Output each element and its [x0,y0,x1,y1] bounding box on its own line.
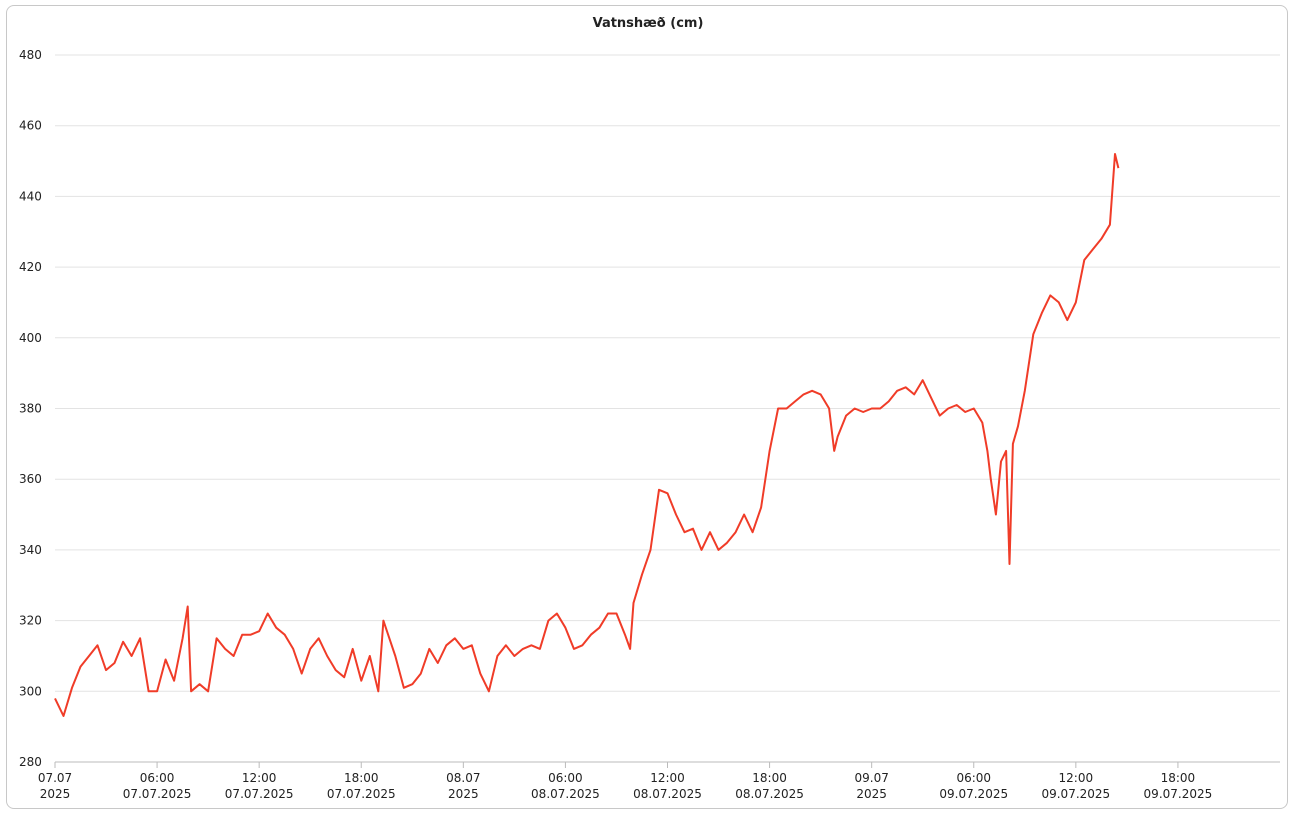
x-tick-label: 06:00 [140,771,175,785]
data-line [54,153,1120,717]
x-tick-label: 18:00 [1161,771,1196,785]
x-tick-label: 18:00 [752,771,787,785]
y-tick-label: 400 [19,331,42,345]
y-tick-label: 360 [19,472,42,486]
x-tick-label: 09.07.2025 [939,787,1008,801]
y-tick-label: 460 [19,119,42,133]
chart-title: Vatnshæð (cm) [593,16,704,31]
x-tick-label: 12:00 [1059,771,1094,785]
x-tick-label: 12:00 [650,771,685,785]
y-tick-label: 280 [19,755,42,769]
x-tick-label: 07.07.2025 [225,787,294,801]
x-tick-label: 09.07 [854,771,888,785]
x-tick-label: 2025 [856,787,887,801]
y-tick-label: 420 [19,260,42,274]
chart-frame [6,5,1288,809]
x-tick-label: 09.07.2025 [1144,787,1213,801]
x-tick-label: 09.07.2025 [1041,787,1110,801]
x-tick-label: 07.07.2025 [327,787,396,801]
x-tick-label: 07.07 [38,771,72,785]
y-tick-label: 340 [19,543,42,557]
y-tick-label: 480 [19,48,42,62]
x-tick-label: 2025 [40,787,71,801]
x-tick-label: 08.07 [446,771,480,785]
x-tick-label: 06:00 [956,771,991,785]
y-tick-label: 300 [19,684,42,698]
x-tick-label: 2025 [448,787,479,801]
y-tick-label: 320 [19,614,42,628]
x-tick-label: 08.07.2025 [633,787,702,801]
x-tick-label: 07.07.2025 [123,787,192,801]
y-tick-label: 440 [19,189,42,203]
x-tick-label: 18:00 [344,771,379,785]
x-tick-label: 06:00 [548,771,583,785]
y-tick-label: 380 [19,402,42,416]
x-tick-label: 12:00 [242,771,277,785]
x-tick-label: 08.07.2025 [735,787,804,801]
x-tick-label: 08.07.2025 [531,787,600,801]
